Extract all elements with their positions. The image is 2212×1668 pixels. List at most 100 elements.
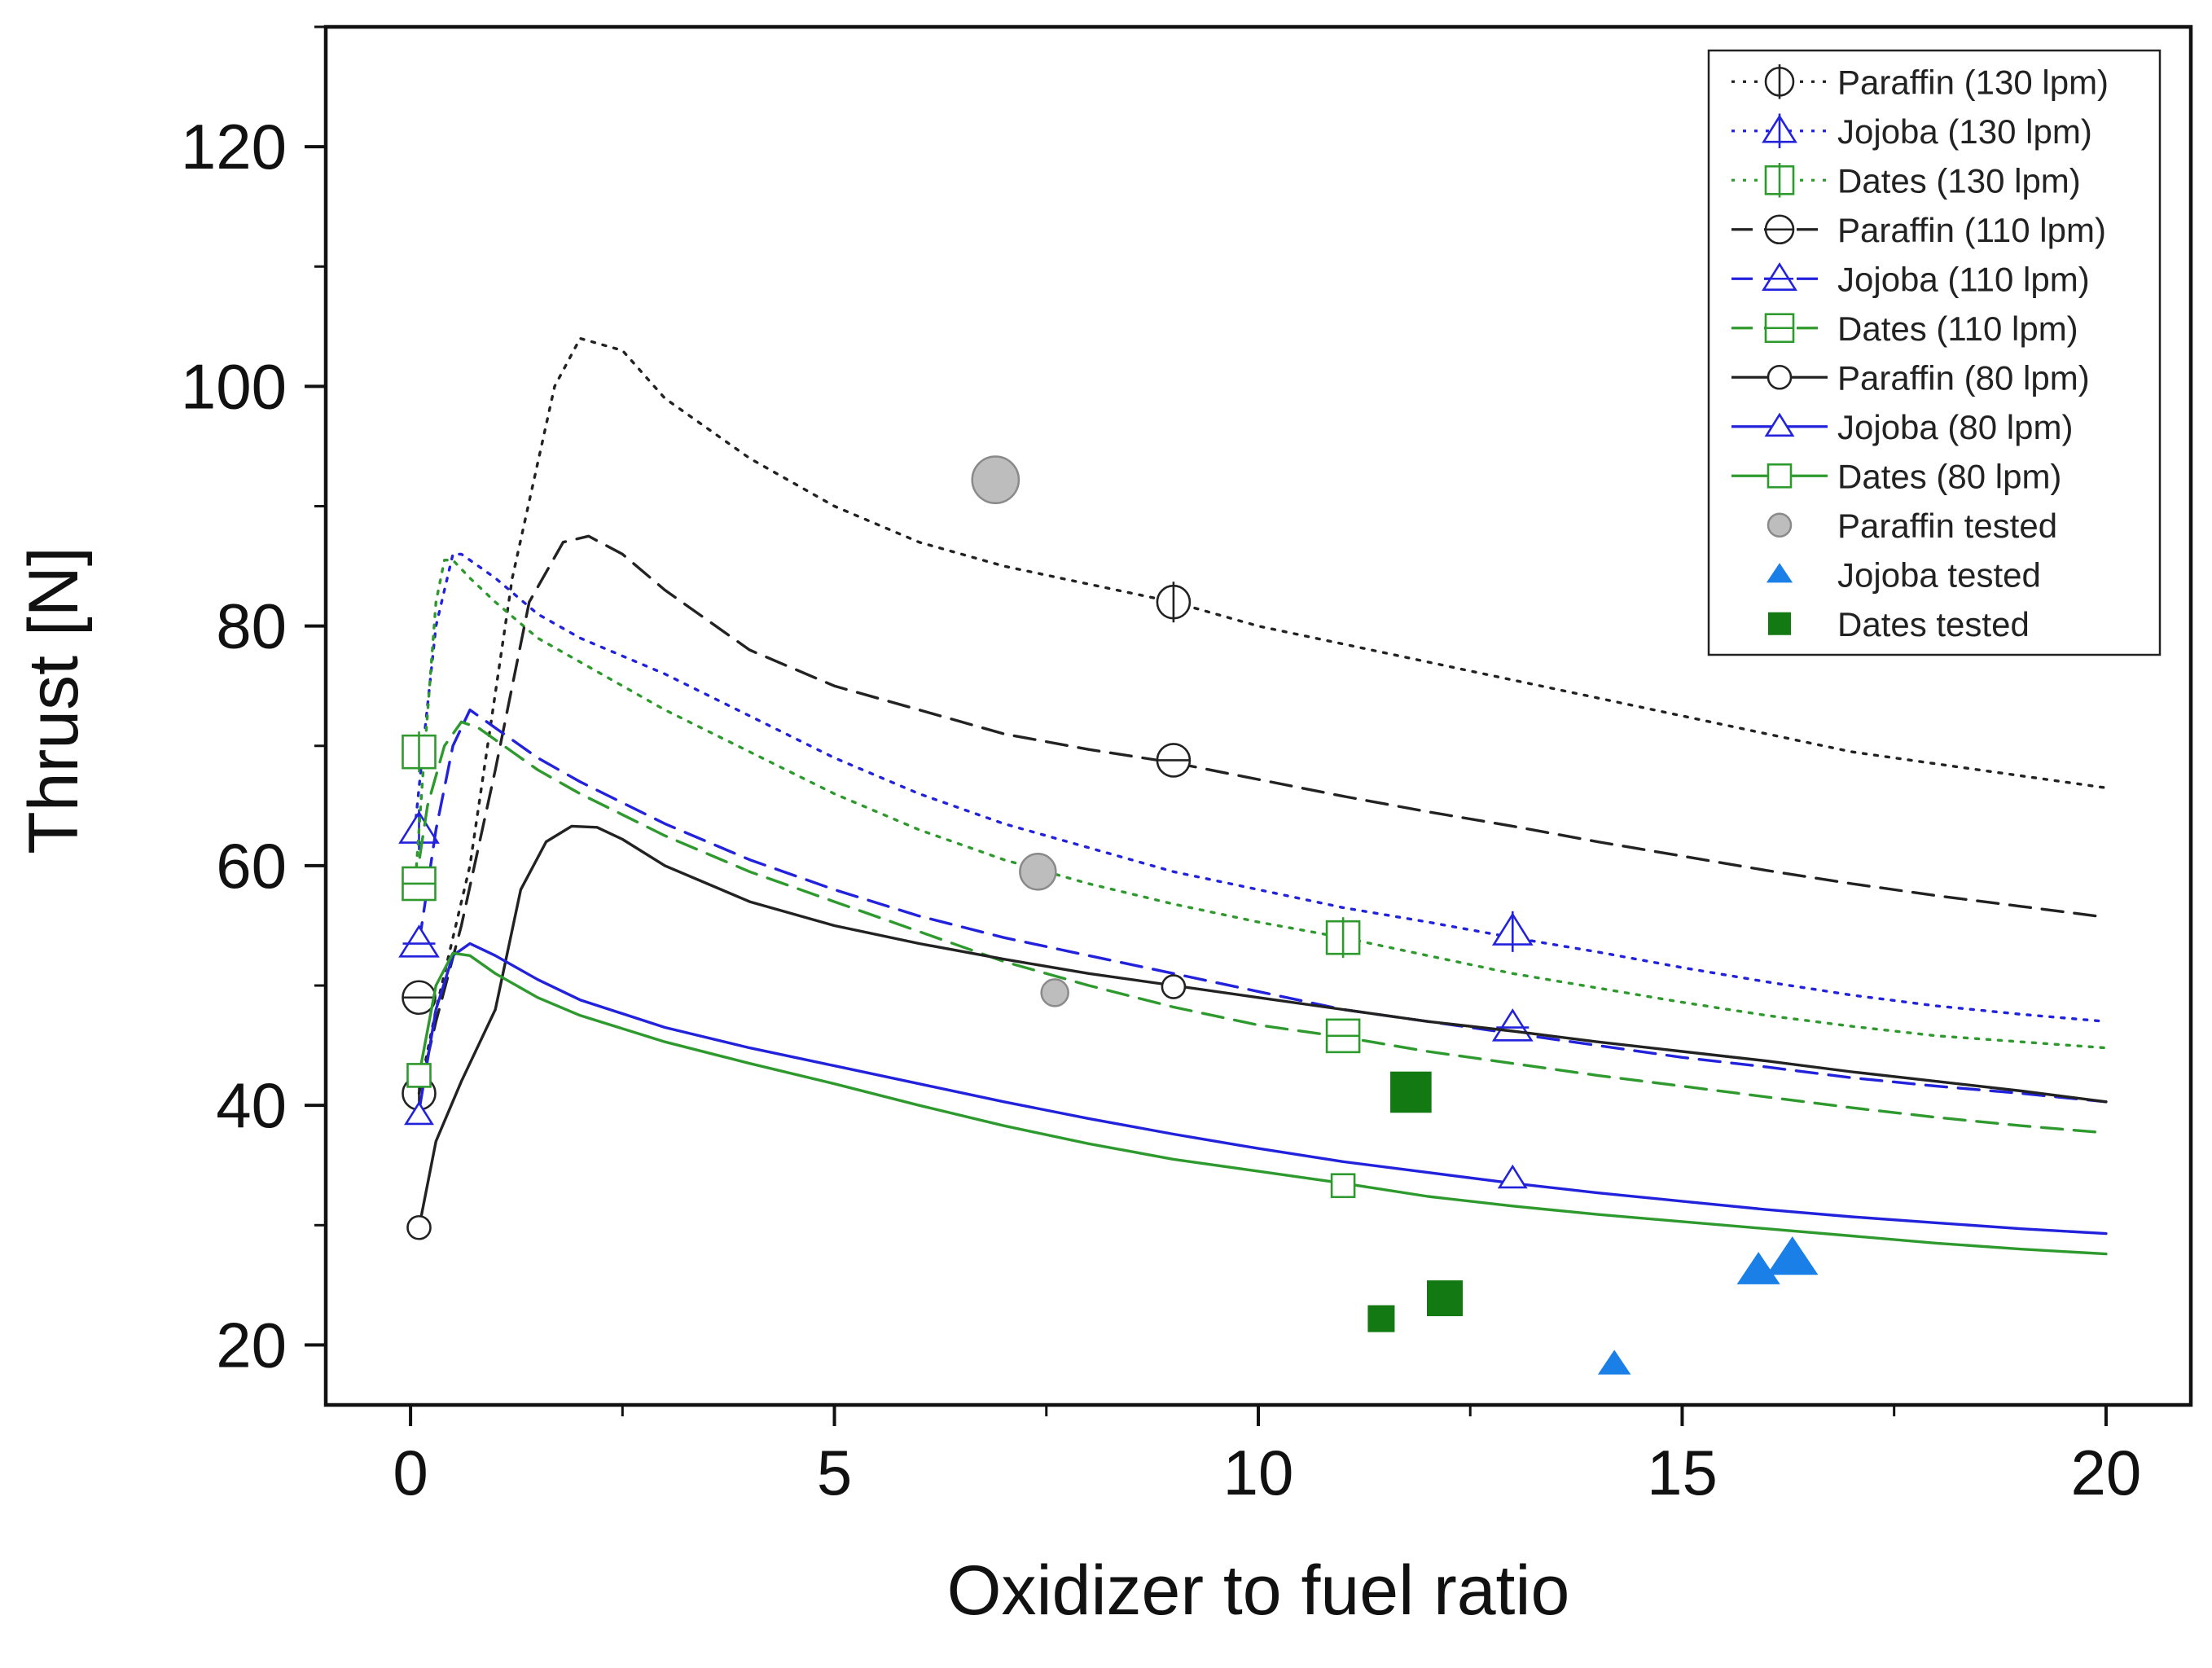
- data-point: [398, 924, 440, 958]
- legend-label: Dates (130 lpm): [1837, 161, 2081, 200]
- legend-box: [1707, 49, 2162, 656]
- legend-label: Dates (110 lpm): [1837, 309, 2078, 348]
- x-tick-label: 5: [817, 1437, 852, 1508]
- series-line: [413, 720, 2108, 1135]
- legend-marker: [1762, 113, 1797, 148]
- tested-series-0: [971, 455, 1069, 1007]
- legend-marker: [1767, 512, 1793, 538]
- tested-point: [1390, 1071, 1432, 1113]
- y-tick-label: 60: [216, 830, 287, 902]
- legend-entry: Paraffin (80 lpm): [1731, 358, 2090, 397]
- tested-point: [1767, 1236, 1819, 1275]
- legend-entry: Paraffin (130 lpm): [1731, 63, 2109, 101]
- x-tick-label: 10: [1223, 1437, 1294, 1508]
- data-point: [406, 1063, 432, 1088]
- series-line: [417, 824, 2108, 1229]
- legend-label: Paraffin tested: [1837, 507, 2057, 545]
- data-point: [402, 731, 437, 773]
- data-point: [1491, 911, 1534, 952]
- marker-shape: [398, 924, 440, 958]
- y-tick-label: 40: [216, 1069, 287, 1141]
- x-axis-title: Oxidizer to fuel ratio: [947, 1552, 1570, 1630]
- axes: 0 5 10 15 20 20 40 60 80 100 120: [181, 24, 2193, 1508]
- legend-marker: [1766, 563, 1793, 583]
- legend-marker: [1764, 163, 1795, 198]
- legend-marker: [1762, 261, 1797, 291]
- marker-shape: [1161, 974, 1187, 999]
- marker-shape: [1762, 261, 1797, 291]
- legend-marker: [1768, 612, 1791, 635]
- series-7: [404, 942, 2108, 1236]
- data-point: [1161, 974, 1187, 999]
- series-4: [398, 708, 2108, 1104]
- series-8: [406, 951, 2108, 1256]
- legend-label: Dates tested: [1837, 605, 2030, 643]
- tested-point: [1019, 853, 1057, 891]
- legend: Paraffin (130 lpm) Jojoba (130 lpm) Dates …: [1707, 49, 2162, 656]
- legend-label: Paraffin (110 lpm): [1837, 211, 2106, 249]
- series-line: [417, 942, 2108, 1236]
- legend-entry: Paraffin tested: [1767, 507, 2057, 545]
- marker-shape: [1767, 463, 1793, 489]
- series-line: [413, 559, 2108, 1050]
- legend-label: Paraffin (80 lpm): [1837, 358, 2090, 397]
- data-point: [404, 1100, 434, 1126]
- legend-marker: [1764, 64, 1795, 99]
- x-tick-label: 20: [2071, 1437, 2142, 1508]
- tested-series-1: [1597, 1236, 1819, 1375]
- legend-label: Jojoba (110 lpm): [1837, 260, 2090, 298]
- x-tick-label: 15: [1647, 1437, 1718, 1508]
- legend-label: Jojoba (130 lpm): [1837, 112, 2092, 151]
- legend-entry: Paraffin (110 lpm): [1731, 211, 2106, 249]
- series-5: [402, 720, 2108, 1135]
- data-point: [406, 1214, 432, 1240]
- series-2: [402, 559, 2108, 1050]
- marker-shape: [1491, 1008, 1534, 1042]
- data-point: [1497, 1164, 1528, 1189]
- legend-entry: Jojoba (110 lpm): [1731, 260, 2090, 298]
- y-axis-title: Thrust [N]: [15, 546, 93, 854]
- marker-shape: [406, 1063, 432, 1088]
- data-point: [402, 980, 437, 1016]
- tested-series-2: [1367, 1071, 1463, 1332]
- marker-shape: [1767, 364, 1793, 390]
- series-line: [417, 534, 2108, 1095]
- y-tick-label: 100: [181, 350, 287, 422]
- data-point: [1325, 1018, 1361, 1054]
- data-point: [1491, 1008, 1534, 1042]
- legend-label: Jojoba tested: [1837, 555, 2041, 594]
- legend-label: Dates (80 lpm): [1837, 457, 2061, 495]
- series-3: [402, 534, 2108, 1095]
- legend-marker: [1764, 214, 1795, 245]
- marker-shape: [1497, 1164, 1528, 1189]
- legend-marker: [1764, 313, 1795, 344]
- plot-content: [398, 336, 2108, 1375]
- tested-point: [1040, 978, 1069, 1007]
- data-point: [1330, 1173, 1356, 1199]
- series-6: [406, 824, 2108, 1240]
- marker-shape: [1330, 1173, 1356, 1199]
- data-point: [402, 866, 437, 902]
- legend-label: Paraffin (130 lpm): [1837, 63, 2109, 101]
- tested-point: [1597, 1350, 1631, 1375]
- legend-entry: Jojoba tested: [1766, 555, 2041, 594]
- legend-marker: [1767, 364, 1793, 390]
- legend-entry: Dates (80 lpm): [1731, 457, 2061, 495]
- marker-shape: [404, 1100, 434, 1126]
- tested-point: [971, 455, 1020, 505]
- data-point: [1156, 743, 1192, 778]
- series-line: [417, 951, 2108, 1256]
- legend-entry: Jojoba (80 lpm): [1731, 408, 2073, 446]
- legend-entry: Jojoba (130 lpm): [1731, 112, 2092, 151]
- legend-marker: [1764, 412, 1795, 437]
- data-point: [1156, 582, 1192, 623]
- y-tick-label: 120: [181, 111, 287, 182]
- tested-point: [1736, 1252, 1780, 1284]
- marker-shape: [1764, 412, 1795, 437]
- series-line: [417, 708, 2108, 1104]
- y-tick-label: 80: [216, 590, 287, 662]
- legend-label: Jojoba (80 lpm): [1837, 408, 2073, 446]
- tested-point: [1427, 1280, 1463, 1317]
- legend-entry: Dates tested: [1768, 605, 2030, 643]
